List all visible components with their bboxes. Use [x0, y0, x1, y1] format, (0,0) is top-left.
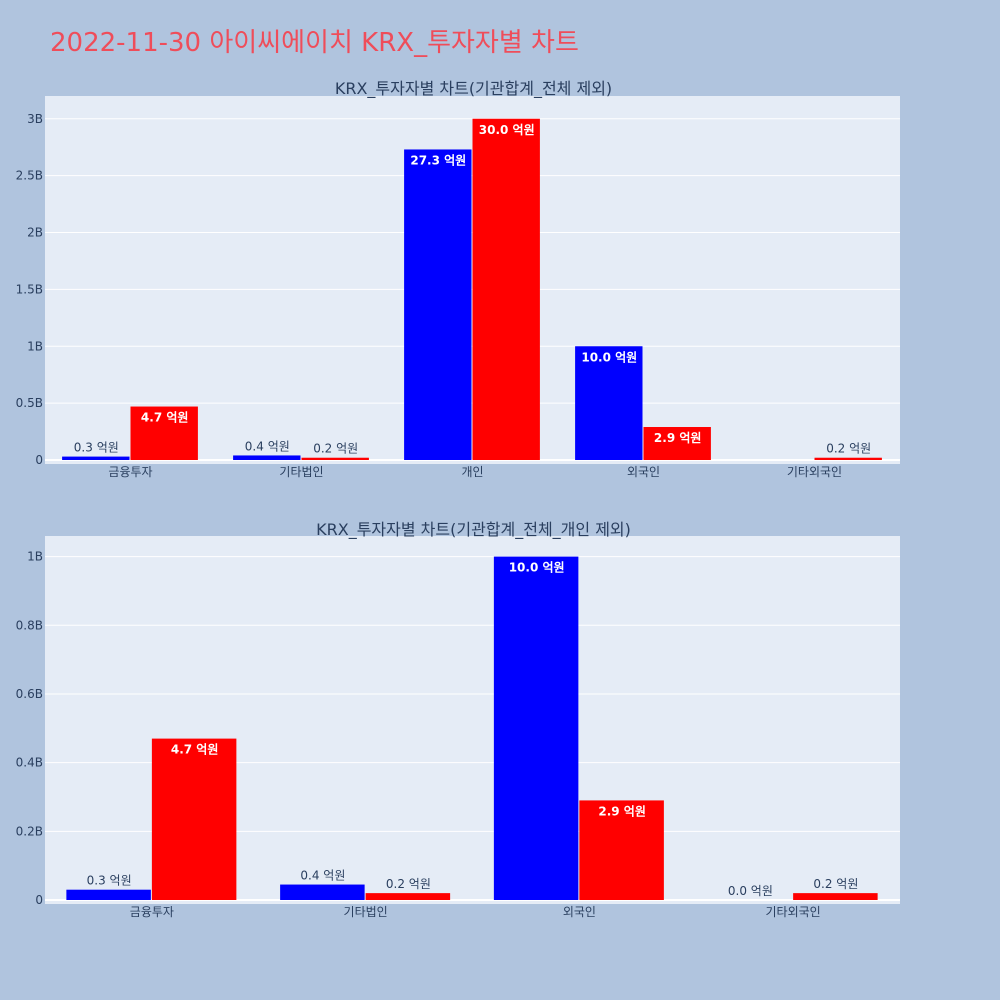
x-tick-label: 외국인	[563, 905, 596, 919]
bar	[814, 457, 882, 460]
bar	[151, 738, 237, 900]
data-label: 0.2 억원	[313, 442, 358, 456]
x-tick-label: 외국인	[627, 465, 660, 479]
data-label: 0.2 억원	[813, 877, 858, 891]
y-tick-label: 2.5B	[16, 169, 43, 183]
x-tick-label: 금융투자	[130, 905, 174, 919]
bar	[130, 406, 198, 460]
bar	[643, 427, 711, 460]
bar	[62, 456, 130, 460]
data-label: 2.9 억원	[598, 804, 646, 818]
bar	[793, 893, 878, 900]
bar	[472, 118, 540, 460]
y-tick-label: 2B	[27, 226, 43, 240]
y-tick-label: 0.6B	[16, 687, 43, 701]
bar	[579, 800, 664, 900]
bar	[280, 884, 365, 900]
x-tick-label: 기타외국인	[766, 905, 821, 919]
data-label: 10.0 억원	[509, 561, 565, 575]
y-tick-label: 1B	[27, 339, 43, 353]
data-label: 0.3 억원	[87, 874, 132, 888]
data-label: 0.3 억원	[74, 441, 119, 455]
bar	[301, 457, 369, 460]
data-label: 10.0 억원	[581, 350, 637, 364]
bar	[575, 346, 643, 460]
x-tick-label: 기타외국인	[787, 465, 842, 479]
chart-top: KRX_투자자별 차트(기관합계_전체 제외) 0 0.5B 1B 1.5B 2B 2.5B…	[16, 79, 900, 479]
bar	[493, 556, 579, 900]
y-tick-label: 0.5B	[16, 396, 43, 410]
y-tick-label: 0.8B	[16, 618, 43, 632]
data-label: 4.7 억원	[171, 743, 219, 757]
y-tick-label: 0.2B	[16, 824, 43, 838]
chart-title: KRX_투자자별 차트(기관합계_전체 제외)	[335, 79, 612, 99]
data-label: 0.2 억원	[386, 877, 431, 891]
data-label: 4.7 억원	[141, 411, 189, 425]
bar	[404, 149, 472, 460]
y-tick-label: 1.5B	[16, 282, 43, 296]
x-tick-label: 금융투자	[108, 465, 152, 479]
data-label: 30.0 억원	[479, 123, 535, 137]
data-label: 0.0 억원	[728, 884, 773, 898]
y-tick-label: 0	[35, 893, 43, 907]
bar	[365, 893, 451, 900]
chart-bottom: KRX_투자자별 차트(기관합계_전체_개인 제외) 0 0.2B 0.4B 0.6B 0…	[16, 520, 900, 919]
x-tick-label: 개인	[461, 465, 483, 479]
y-tick-label: 1B	[27, 550, 43, 564]
data-label: 0.4 억원	[300, 869, 345, 883]
data-label: 0.2 억원	[826, 442, 871, 456]
chart-title: KRX_투자자별 차트(기관합계_전체_개인 제외)	[316, 520, 631, 540]
bar	[233, 455, 301, 460]
x-tick-label: 기타법인	[344, 905, 388, 919]
page-title: 2022-11-30 아이씨에이치 KRX_투자자별 차트	[50, 28, 579, 58]
data-label: 27.3 억원	[410, 153, 466, 167]
y-tick-label: 3B	[27, 112, 43, 126]
data-label: 0.4 억원	[245, 439, 290, 453]
y-tick-label: 0	[35, 453, 43, 467]
data-label: 2.9 억원	[654, 431, 702, 445]
y-tick-label: 0.4B	[16, 756, 43, 770]
bar	[66, 889, 151, 900]
x-tick-label: 기타법인	[279, 465, 323, 479]
